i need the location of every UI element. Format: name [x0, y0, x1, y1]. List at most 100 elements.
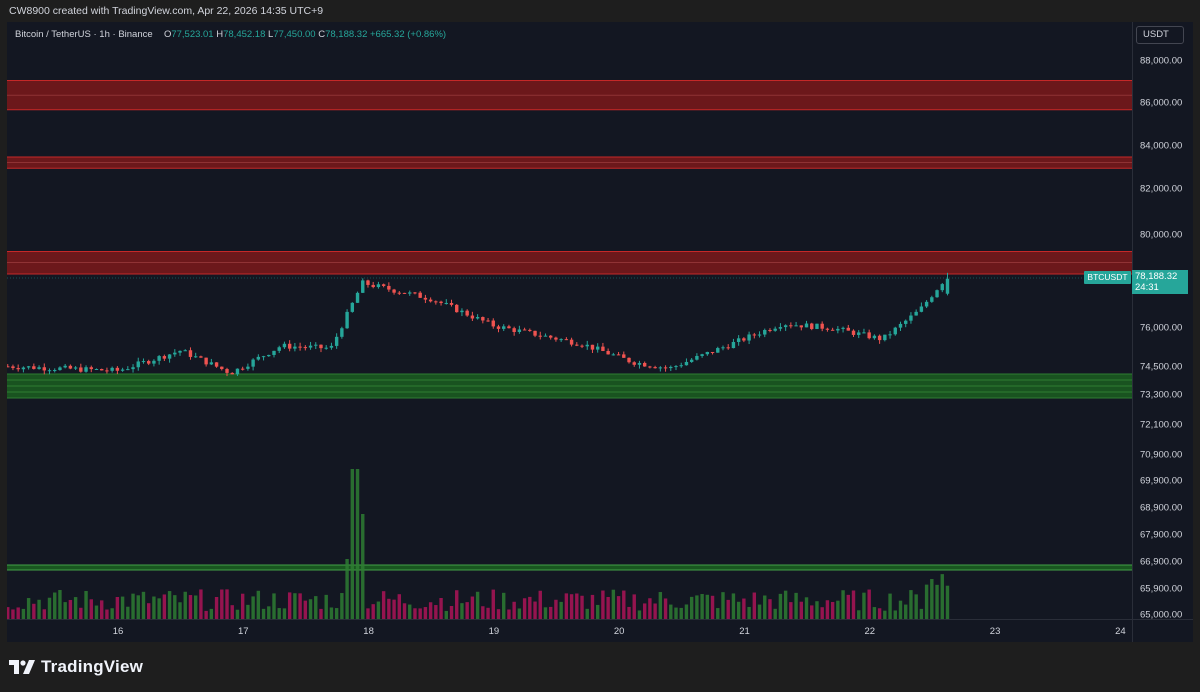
- candle-body: [710, 351, 715, 353]
- candle-body: [867, 332, 871, 339]
- candle-body: [199, 356, 203, 358]
- candle-body: [465, 310, 469, 316]
- volume-bar: [658, 592, 663, 619]
- candle-body: [7, 366, 10, 368]
- volume-bar: [21, 608, 26, 619]
- candle-body: [538, 335, 542, 337]
- volume-bar: [7, 607, 10, 619]
- candle-body: [778, 327, 783, 329]
- candle-body: [888, 334, 892, 336]
- candle-body: [815, 323, 819, 329]
- time-tick-label: 20: [613, 626, 625, 637]
- candle-body: [637, 362, 642, 365]
- volume-bar: [684, 604, 689, 619]
- candle-body: [277, 347, 281, 351]
- candle-body: [37, 367, 41, 369]
- candle-body: [53, 370, 57, 372]
- candle-body: [58, 367, 62, 371]
- volume-bar: [575, 593, 579, 619]
- candle-body: [267, 354, 271, 357]
- volume-bar: [298, 593, 302, 619]
- candle-body: [371, 284, 375, 288]
- volume-bar: [73, 597, 78, 619]
- candle-body: [89, 367, 93, 370]
- volume-bar: [783, 590, 788, 619]
- volume-bar: [606, 596, 610, 619]
- price-tick-label: 69,900.00: [1140, 475, 1183, 487]
- candle-body: [512, 328, 516, 333]
- volume-bar: [648, 598, 652, 619]
- currency-selector-button[interactable]: USDT: [1136, 26, 1184, 44]
- candle-body: [674, 366, 678, 368]
- volume-bar: [731, 593, 736, 619]
- high-value: 78,452.18: [223, 29, 266, 40]
- candle-body: [261, 356, 266, 358]
- volume-bar: [804, 597, 809, 619]
- price-tick-label: 72,100.00: [1140, 419, 1183, 431]
- volume-bar: [580, 595, 584, 619]
- volume-bar: [314, 596, 318, 619]
- volume-bar: [105, 609, 109, 619]
- candle-body: [684, 361, 689, 366]
- close-label: C: [318, 29, 326, 40]
- volume-bar: [674, 607, 678, 619]
- volume-bar: [768, 599, 772, 619]
- volume-bar: [308, 599, 313, 619]
- candle-body: [783, 325, 788, 328]
- candle-body: [549, 335, 553, 338]
- volume-bar: [726, 599, 730, 619]
- candle-body: [376, 284, 381, 288]
- volume-bar: [846, 594, 850, 619]
- last-price-label: 78,188.32 24:31: [1132, 270, 1188, 294]
- volume-bar: [319, 608, 323, 619]
- candle-body: [240, 368, 245, 370]
- volume-bar: [100, 600, 104, 619]
- candle-body: [789, 325, 793, 327]
- volume-bar: [220, 589, 224, 619]
- price-tick-label: 84,000.00: [1140, 140, 1183, 152]
- candle-body: [653, 367, 657, 369]
- volume-bar: [669, 604, 673, 619]
- ohlc-legend: Bitcoin / TetherUS · 1h · Binance O77,52…: [15, 29, 446, 40]
- candle-body: [298, 346, 302, 348]
- candle-body: [486, 320, 490, 322]
- candle-body: [178, 350, 182, 353]
- volume-bar: [94, 605, 99, 619]
- volume-bar: [115, 596, 120, 619]
- candle-body: [569, 339, 574, 345]
- candle-body: [11, 366, 15, 369]
- volume-bar: [810, 605, 814, 619]
- chart-pane[interactable]: Bitcoin / TetherUS · 1h · Binance O77,52…: [7, 22, 1193, 642]
- candle-body: [120, 369, 125, 371]
- volume-bar: [705, 594, 710, 619]
- volume-bar: [872, 607, 877, 619]
- candle-body: [705, 351, 710, 355]
- volume-band: [7, 565, 1132, 570]
- volume-bar: [695, 595, 699, 619]
- volume-bar: [710, 595, 715, 619]
- candle-body: [361, 280, 365, 293]
- bar-countdown: 24:31: [1135, 282, 1159, 293]
- candle-body: [752, 334, 757, 336]
- volume-bar: [68, 599, 73, 619]
- volume-bar: [919, 608, 924, 619]
- time-tick-label: 18: [363, 626, 374, 637]
- volume-bar: [867, 589, 871, 619]
- candle-body: [601, 346, 605, 351]
- volume-bar: [387, 598, 391, 619]
- candle-body: [444, 302, 448, 304]
- volume-bar: [528, 596, 532, 619]
- volume-bar: [455, 590, 459, 619]
- volume-bar: [345, 559, 349, 619]
- volume-bar: [517, 608, 522, 619]
- volume-bar: [888, 593, 892, 619]
- volume-bar: [825, 600, 830, 619]
- volume-bar: [42, 609, 46, 619]
- candle-body: [334, 336, 339, 346]
- candle-body: [580, 345, 584, 347]
- candle-body: [642, 362, 647, 367]
- candle-body: [940, 284, 944, 291]
- price-chart[interactable]: [7, 22, 1193, 642]
- price-axis-divider: [1132, 22, 1133, 642]
- candle-body: [679, 365, 683, 367]
